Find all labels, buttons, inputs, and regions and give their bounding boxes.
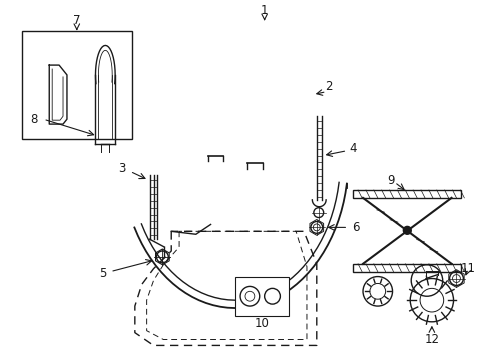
Text: 8: 8 xyxy=(30,113,37,126)
Text: 3: 3 xyxy=(118,162,125,175)
Text: 7: 7 xyxy=(73,14,81,27)
Polygon shape xyxy=(352,190,461,198)
Text: 10: 10 xyxy=(254,317,268,330)
Bar xyxy=(235,276,289,316)
Text: 6: 6 xyxy=(352,221,359,234)
Polygon shape xyxy=(352,264,461,272)
Text: 11: 11 xyxy=(460,262,475,275)
Circle shape xyxy=(403,226,410,234)
Text: 12: 12 xyxy=(424,333,439,346)
Text: 5: 5 xyxy=(99,267,106,280)
Text: 2: 2 xyxy=(324,80,332,93)
Text: 9: 9 xyxy=(386,174,393,187)
Bar xyxy=(21,31,132,139)
Text: 4: 4 xyxy=(349,142,356,155)
Text: 1: 1 xyxy=(261,4,268,18)
